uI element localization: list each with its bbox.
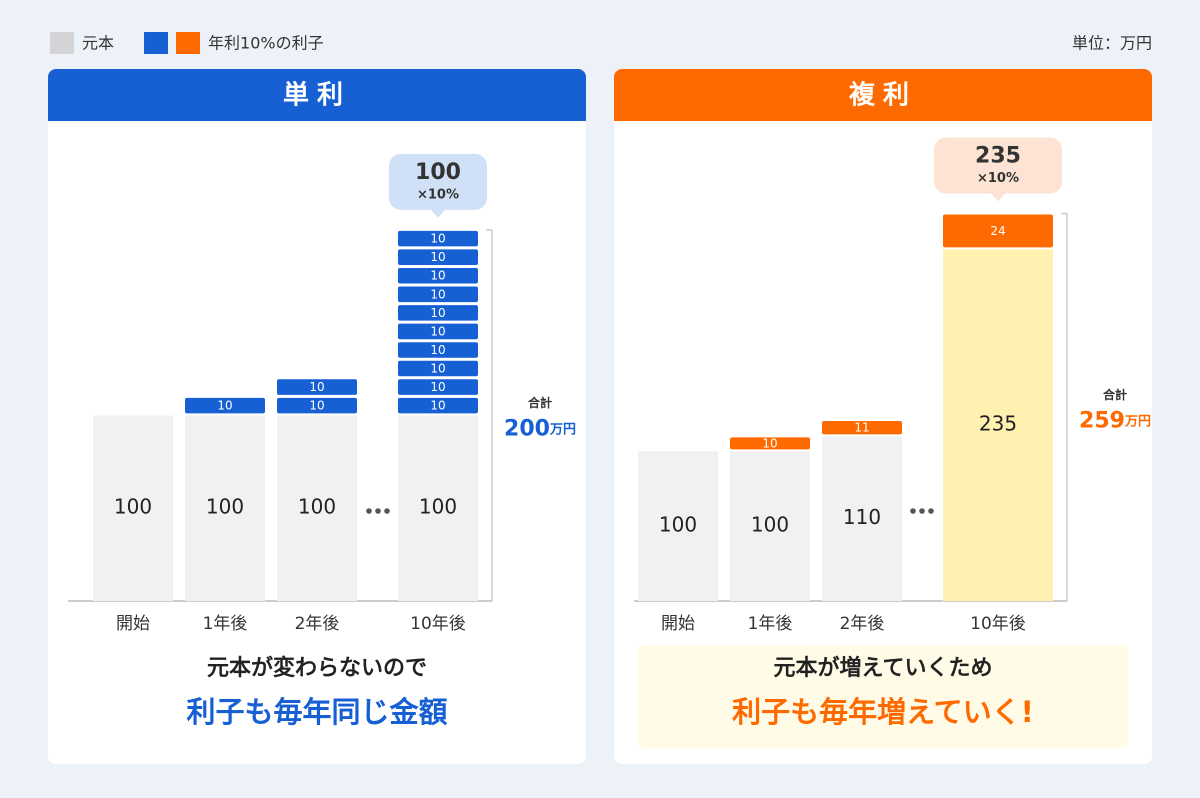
interest-label: 10 [430, 324, 445, 338]
total-value: 200 [504, 416, 550, 441]
callout-value: 235 [975, 144, 1021, 169]
callout-tail [991, 193, 1005, 202]
principal-bar [277, 415, 357, 601]
callout-rate: ×10% [977, 171, 1019, 186]
ellipsis-dot [928, 508, 934, 514]
panel-title: 複利 [849, 80, 917, 111]
principal-bar [185, 415, 265, 601]
callout-value: 100 [415, 160, 461, 185]
category-label: 2年後 [840, 614, 885, 634]
interest-block [730, 437, 810, 450]
caption-highlight: 利子も毎年増えていく! [732, 695, 1034, 729]
caption-line: 元本が増えていくため [774, 655, 993, 681]
interest-block [943, 214, 1053, 248]
category-label: 1年後 [748, 614, 793, 634]
legend-label: 元本 [82, 34, 114, 53]
callout-box [389, 153, 487, 210]
interest-block [277, 379, 357, 395]
principal-label: 100 [659, 513, 697, 537]
category-label: 1年後 [203, 614, 248, 634]
interest-label: 10 [309, 399, 324, 413]
interest-label: 11 [854, 421, 869, 435]
interest-label: 10 [430, 232, 445, 246]
category-label: 10年後 [970, 614, 1026, 634]
total-unit: 万円 [549, 422, 576, 437]
principal-label: 100 [114, 495, 152, 519]
interest-label: 10 [430, 269, 445, 283]
legend-label: 年利10%の利子 [208, 34, 324, 53]
interest-block [185, 397, 265, 414]
interest-block [822, 420, 902, 435]
total-unit: 万円 [1124, 414, 1151, 429]
category-label: 開始 [116, 614, 150, 634]
interest-label: 10 [430, 343, 445, 357]
interest-label: 10 [430, 306, 445, 320]
interest-label: 10 [430, 399, 445, 413]
total-label: 合計 [1103, 387, 1127, 402]
interest-block [277, 397, 357, 414]
panel-title: 単利 [283, 81, 351, 111]
total-value: 259 [1079, 408, 1125, 433]
principal-label: 100 [751, 513, 789, 537]
interest-label: 10 [430, 380, 445, 394]
interest-block [398, 323, 478, 340]
interest-block [398, 342, 478, 358]
legend-swatch [50, 32, 74, 54]
total-label: 合計 [528, 395, 552, 410]
category-label: 開始 [661, 614, 695, 634]
callout-box [934, 137, 1062, 194]
category-label: 10年後 [410, 614, 466, 634]
unit-label: 単位：万円 [1072, 34, 1152, 53]
principal-label: 235 [979, 412, 1017, 436]
ellipsis-dot [919, 508, 925, 514]
interest-label: 10 [430, 250, 445, 264]
panel-header [614, 100, 1152, 121]
interest-block [398, 230, 478, 247]
interest-label: 10 [217, 399, 232, 413]
legend-swatch [176, 32, 201, 54]
ellipsis-dot [910, 508, 916, 514]
ellipsis-dot [384, 508, 390, 514]
interest-label: 10 [762, 436, 777, 450]
interest-block [398, 267, 478, 284]
principal-bar [730, 451, 810, 601]
interest-label: 24 [990, 224, 1005, 238]
callout-tail [431, 209, 445, 218]
principal-bar [943, 249, 1053, 601]
total: 200万円 [504, 416, 576, 441]
interest-label: 10 [430, 362, 445, 376]
interest-label: 10 [309, 380, 324, 394]
interest-block [398, 379, 478, 395]
ellipsis-dot [375, 508, 381, 514]
ellipsis-dot [366, 508, 372, 514]
caption-box [638, 645, 1128, 748]
interest-block [398, 397, 478, 414]
interest-block [398, 249, 478, 265]
interest-label: 10 [430, 287, 445, 301]
interest-block [398, 286, 478, 303]
caption-line: 元本が変わらないので [207, 655, 427, 681]
principal-bar [93, 415, 173, 601]
principal-label: 100 [419, 495, 457, 519]
caption-highlight: 利子も毎年同じ金額 [186, 695, 447, 729]
principal-label: 100 [298, 495, 336, 519]
panel-header [48, 100, 586, 121]
principal-bar [398, 415, 478, 601]
interest-block [398, 360, 478, 377]
principal-bar [822, 436, 902, 601]
legend-swatch [144, 32, 169, 54]
principal-label: 100 [206, 495, 244, 519]
principal-label: 110 [843, 505, 881, 529]
category-label: 2年後 [295, 614, 340, 634]
total: 259万円 [1079, 408, 1151, 433]
principal-bar [638, 451, 718, 601]
interest-block [398, 305, 478, 321]
callout-rate: ×10% [417, 187, 459, 202]
